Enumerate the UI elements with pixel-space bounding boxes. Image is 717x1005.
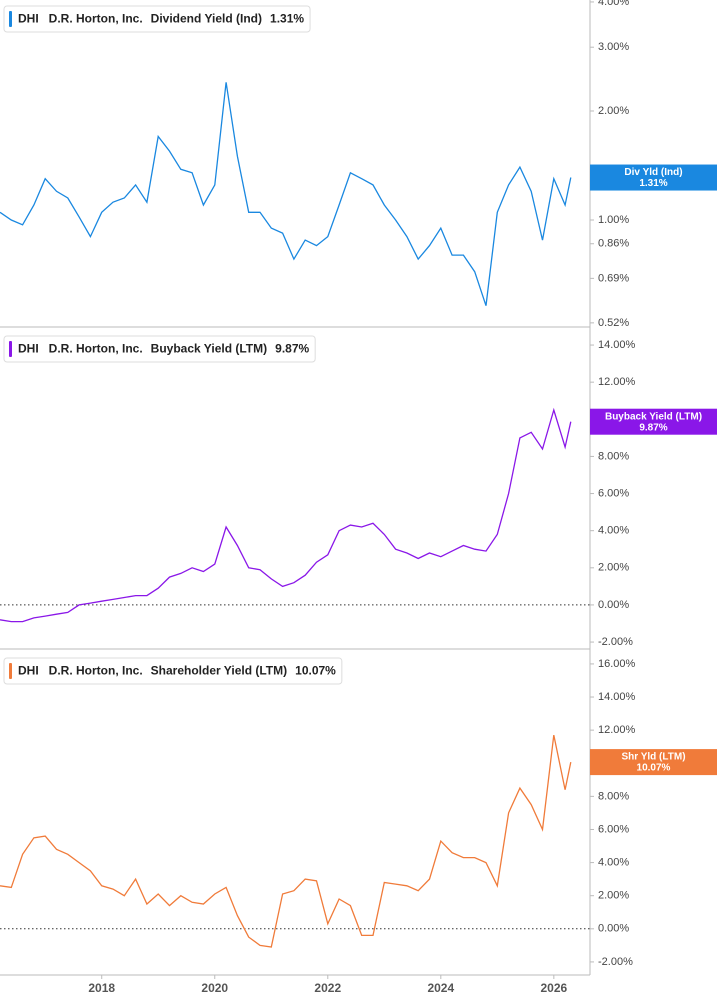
legend-text: Buyback Yield (LTM)	[151, 342, 267, 356]
y-tick-label: 2.00%	[598, 890, 629, 902]
y-tick-label: -2.00%	[598, 956, 633, 968]
y-tick-label: 6.00%	[598, 823, 629, 835]
data-line	[0, 734, 572, 948]
y-tick-label: 12.00%	[598, 376, 636, 388]
legend-box	[3, 335, 316, 363]
legend: DHI D.R. Horton, Inc. Buyback Yield (LTM) 9…	[3, 335, 316, 363]
x-tick-label: 2024	[427, 981, 454, 995]
legend-text: D.R. Horton, Inc.	[49, 664, 143, 678]
y-tick-label: 16.00%	[598, 658, 636, 670]
y-tick-label: 0.00%	[598, 923, 629, 935]
data-line	[0, 82, 572, 306]
legend-text: D.R. Horton, Inc.	[49, 12, 143, 26]
y-tick-label: 2.00%	[598, 105, 629, 117]
data-line	[0, 407, 572, 623]
y-tick-label: -2.00%	[598, 636, 633, 648]
legend-box	[3, 657, 343, 685]
badge-label: Div Yld (Ind)	[624, 167, 682, 178]
y-tick-label: 12.00%	[598, 724, 636, 736]
legend-text: DHI	[18, 342, 39, 356]
legend-text: Shareholder Yield (LTM)	[151, 664, 287, 678]
y-tick-label: 0.86%	[598, 238, 629, 250]
x-tick-label: 2022	[314, 981, 341, 995]
x-tick-label: 2020	[201, 981, 228, 995]
legend: DHI D.R. Horton, Inc. Shareholder Yield (L…	[3, 657, 343, 685]
y-tick-label: 0.69%	[598, 272, 629, 284]
legend-text: 10.07%	[295, 664, 336, 678]
y-tick-label: 2.00%	[598, 562, 629, 574]
legend-text: Dividend Yield (Ind)	[151, 12, 262, 26]
y-tick-label: 4.00%	[598, 0, 629, 8]
y-tick-label: 8.00%	[598, 450, 629, 462]
badge-label: Shr Yld (LTM)	[621, 752, 685, 763]
y-tick-label: 3.00%	[598, 41, 629, 53]
badge-label: Buyback Yield (LTM)	[605, 411, 702, 422]
legend-box	[3, 5, 311, 33]
y-tick-label: 0.52%	[598, 317, 629, 329]
y-tick-label: 4.00%	[598, 525, 629, 537]
legend-swatch	[9, 663, 12, 679]
y-tick-label: 4.00%	[598, 856, 629, 868]
value-badge	[590, 408, 717, 435]
y-tick-label: 8.00%	[598, 790, 629, 802]
badge-value: 9.87%	[639, 422, 667, 433]
y-tick-label: 1.00%	[598, 214, 629, 226]
y-tick-label: 14.00%	[598, 691, 636, 703]
legend-text: D.R. Horton, Inc.	[49, 342, 143, 356]
legend: DHI D.R. Horton, Inc. Dividend Yield (Ind)…	[3, 5, 311, 33]
x-tick-label: 2018	[88, 981, 115, 995]
value-badge	[590, 749, 717, 776]
legend-text: DHI	[18, 12, 39, 26]
legend-text: 9.87%	[275, 342, 309, 356]
legend-swatch	[9, 341, 12, 357]
legend-swatch	[9, 11, 12, 27]
badge-value: 10.07%	[637, 763, 671, 774]
y-tick-label: 0.00%	[598, 599, 629, 611]
value-badge	[590, 164, 717, 191]
y-tick-label: 14.00%	[598, 339, 636, 351]
x-tick-label: 2026	[540, 981, 567, 995]
y-tick-label: 6.00%	[598, 487, 629, 499]
legend-text: 1.31%	[270, 12, 304, 26]
legend-text: DHI	[18, 664, 39, 678]
badge-value: 1.31%	[639, 178, 667, 189]
